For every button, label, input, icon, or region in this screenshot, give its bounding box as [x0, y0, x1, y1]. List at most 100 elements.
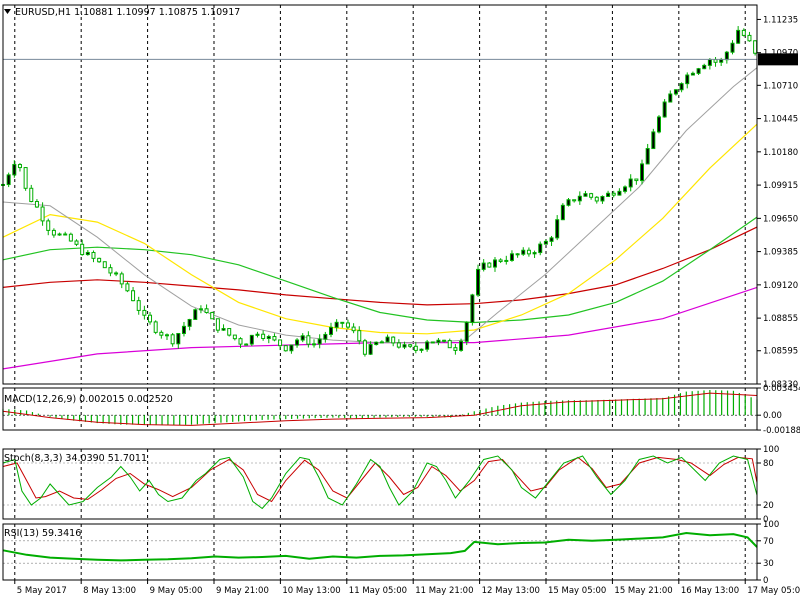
pane-frames	[2, 4, 758, 581]
candle-bull	[255, 333, 260, 336]
candle-bull	[464, 321, 469, 342]
macd-axis-label: 0.00	[763, 411, 782, 421]
pane-titles: EURUSD,H1 1.10881 1.10997 1.10875 1.1091…	[4, 7, 240, 539]
candle-bull	[334, 321, 339, 328]
time-axis-label: 15 May 05:00	[548, 586, 606, 596]
rsi-axis-label: 70	[763, 537, 774, 547]
candle-bear	[572, 199, 577, 202]
candle-bull	[85, 251, 90, 256]
candle-bull	[651, 131, 656, 150]
candle-bull	[289, 344, 294, 352]
candle-bull	[57, 233, 62, 236]
rsi-pane-title: RSI(13) 59.3416	[4, 528, 81, 539]
candle-bull	[436, 339, 441, 343]
stoch-main-line	[2, 455, 758, 510]
candle-bear	[232, 334, 237, 340]
candle-bear	[46, 220, 51, 231]
candle-bear	[74, 240, 79, 245]
sma-yellow-line	[2, 123, 758, 335]
candle-bear	[119, 273, 124, 285]
candle-bear	[753, 40, 758, 54]
candle-bear	[34, 201, 39, 208]
candle-bull	[295, 339, 300, 346]
candle-bull	[374, 341, 379, 346]
rsi-axis-label: 30	[763, 559, 774, 569]
candle-bull	[577, 195, 582, 202]
candle-bull	[702, 64, 707, 70]
candle-bull	[606, 192, 611, 197]
candle-bull	[509, 253, 514, 261]
symbol-dropdown-icon[interactable]	[4, 9, 11, 14]
candle-bull	[328, 326, 333, 335]
candle-bear	[634, 178, 639, 182]
candle-bear	[68, 233, 73, 242]
main-pane-title: EURUSD,H1 1.10881 1.10997 1.10875 1.1091…	[15, 7, 240, 18]
current-price-box	[758, 53, 798, 66]
candle-bear	[747, 34, 752, 42]
candle-bear	[142, 309, 147, 316]
price-axis-label: 1.10710	[763, 81, 798, 91]
time-axis-label: 15 May 21:00	[614, 586, 672, 596]
candle-bear	[611, 192, 616, 196]
rsi-axis-label: 0	[763, 576, 768, 586]
candle-bear	[487, 262, 492, 268]
candles-group	[1, 26, 758, 357]
candle-bear	[526, 249, 531, 255]
candle-bull	[645, 148, 650, 165]
candle-bear	[453, 347, 458, 351]
time-axis-label: 8 May 13:00	[83, 586, 136, 596]
price-axis-label: 1.09650	[763, 214, 798, 224]
candle-bear	[51, 229, 56, 236]
candle-bull	[685, 74, 690, 85]
candle-bear	[345, 322, 350, 328]
candle-bull	[425, 341, 430, 350]
candle-bear	[102, 261, 107, 269]
stoch-axis-label: 0	[763, 515, 768, 525]
candle-bull	[724, 51, 729, 61]
price-axis-label: 1.09385	[763, 248, 798, 258]
candle-bull	[504, 259, 509, 262]
candle-bull	[317, 338, 322, 345]
candle-bull	[736, 29, 741, 44]
sma-red-line	[2, 226, 758, 306]
price-axis-label: 1.11235	[763, 15, 798, 25]
candle-bull	[379, 341, 384, 344]
candle-bull	[249, 334, 254, 345]
candle-bull	[6, 174, 11, 186]
series-layer	[1, 26, 758, 562]
candle-bull	[385, 336, 390, 343]
time-axis-label: 10 May 13:00	[282, 586, 340, 596]
candle-bear	[357, 330, 362, 342]
candle-bull	[696, 68, 701, 74]
current-price-label: 1.10917	[761, 56, 796, 66]
candle-bear	[713, 59, 718, 63]
time-axis-label: 11 May 21:00	[415, 586, 473, 596]
candle-bull	[656, 116, 661, 133]
candle-bull	[719, 59, 724, 63]
candle-bull	[730, 42, 735, 53]
candle-bull	[555, 219, 560, 239]
candle-bear	[17, 164, 22, 169]
candle-bull	[679, 83, 684, 91]
candle-bull	[707, 59, 712, 66]
candle-bull	[459, 340, 464, 351]
candle-bear	[159, 331, 164, 336]
candle-bear	[215, 318, 220, 331]
candle-bear	[498, 259, 503, 262]
candle-bear	[430, 341, 435, 344]
time-axis-label: 12 May 13:00	[482, 586, 540, 596]
candle-bear	[108, 267, 113, 274]
candle-bear	[589, 193, 594, 198]
candle-bull	[164, 334, 169, 337]
macd-pane-title: MACD(12,26,9) 0.002015 0.002520	[4, 394, 173, 405]
candle-bull	[221, 328, 226, 331]
candle-bull	[300, 335, 305, 341]
candle-bull	[543, 240, 548, 245]
candle-bull	[181, 325, 186, 334]
candle-bear	[97, 257, 102, 263]
candle-bull	[481, 262, 486, 270]
time-axis-label: 9 May 21:00	[216, 586, 269, 596]
stoch-axis-label: 80	[763, 459, 774, 469]
